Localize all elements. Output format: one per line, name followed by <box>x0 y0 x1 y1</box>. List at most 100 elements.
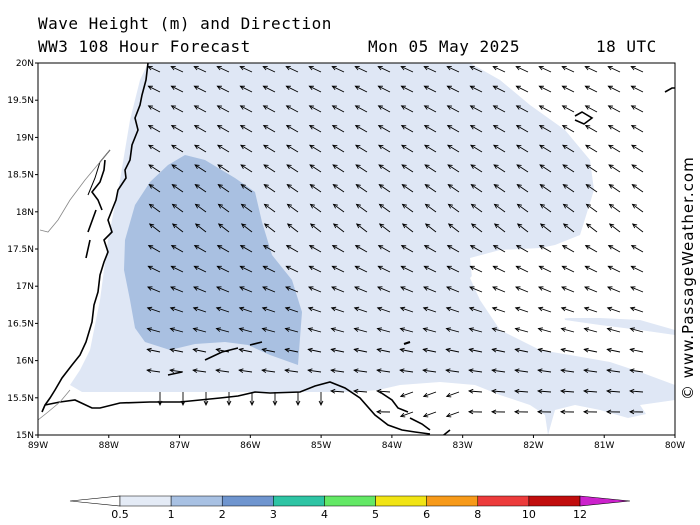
map-title: Wave Height (m) and Direction <box>38 14 332 33</box>
wave-arrow <box>331 286 345 293</box>
wave-arrow <box>559 409 575 415</box>
wave-arrow <box>401 203 414 213</box>
lon-tick-label: 88W <box>99 441 119 451</box>
wave-arrow <box>146 306 161 313</box>
wave-arrow <box>491 327 506 333</box>
wave-arrow <box>401 223 414 233</box>
wave-arrow <box>447 164 460 173</box>
wave-arrow <box>538 125 552 133</box>
wave-arrow <box>400 125 414 133</box>
wave-arrow <box>539 164 552 173</box>
wave-arrow <box>262 105 276 113</box>
wave-arrow <box>491 368 506 374</box>
colorbar-segment <box>324 495 376 507</box>
lat-tick-label: 17.5N <box>7 245 34 255</box>
wave-arrow <box>631 223 644 233</box>
wave-arrow <box>538 286 552 293</box>
wave-arrow <box>562 144 575 153</box>
wave-arrow <box>492 85 506 93</box>
wave-arrow <box>331 105 345 113</box>
wave-arrow <box>318 392 324 407</box>
wave-arrow <box>148 184 161 193</box>
wave-arrow <box>515 125 529 133</box>
wave-arrow <box>399 368 414 374</box>
wave-arrow <box>263 164 276 173</box>
wave-arrow <box>171 223 184 233</box>
wave-arrow <box>263 223 276 233</box>
wave-arrow <box>608 203 621 213</box>
wave-arrow <box>192 347 207 353</box>
wave-arrow <box>216 286 230 293</box>
wave-arrow <box>307 347 322 353</box>
wave-arrow <box>493 184 506 193</box>
wave-arrow <box>468 327 483 333</box>
wave-arrow <box>467 409 483 415</box>
wave-arrow <box>445 368 460 374</box>
wave-arrow <box>607 65 621 73</box>
wave-arrow <box>286 164 299 173</box>
wave-arrow <box>354 105 368 113</box>
wave-arrow <box>606 368 621 374</box>
wave-arrow <box>355 144 368 153</box>
wave-arrow <box>630 125 644 133</box>
wave-arrow <box>171 144 184 153</box>
lon-tick-label: 83W <box>452 441 472 451</box>
wave-arrow <box>516 203 529 213</box>
wave-arrow <box>606 327 621 333</box>
wave-arrow <box>307 306 322 313</box>
wave-arrow <box>216 245 230 253</box>
wave-arrow <box>192 368 207 374</box>
wave-arrow <box>147 105 161 113</box>
wave-arrow <box>468 368 483 374</box>
wave-arrow <box>631 164 644 173</box>
wave-arrow <box>285 245 299 253</box>
wave-arrow <box>516 164 529 173</box>
wave-arrow <box>331 125 345 133</box>
wave-arrow <box>193 65 207 73</box>
wave-arrow <box>607 125 621 133</box>
wave-arrow <box>423 125 437 133</box>
wave-arrow <box>468 347 483 353</box>
wave-arrow <box>354 265 368 273</box>
wave-arrow <box>193 125 207 133</box>
wave-arrow <box>561 286 575 293</box>
colorbar-segment <box>426 495 479 507</box>
wave-arrow <box>399 347 414 353</box>
wave-arrow <box>238 368 253 374</box>
wave-arrow <box>399 327 414 333</box>
wave-arrow <box>378 203 391 213</box>
wave-arrow <box>262 245 276 253</box>
wave-arrow <box>492 65 506 73</box>
wave-arrow <box>376 327 391 333</box>
wave-arrow <box>538 65 552 73</box>
wave-arrow <box>355 223 368 233</box>
wave-arrow <box>146 347 161 353</box>
colorbar-segment <box>273 495 325 507</box>
wave-arrow <box>515 265 529 273</box>
wave-arrow <box>376 368 391 374</box>
wave-arrow <box>629 347 644 353</box>
colorbar-segment <box>477 495 530 507</box>
wave-arrow <box>147 125 161 133</box>
wave-arrow <box>309 223 322 233</box>
colorbar-label: 4 <box>320 508 328 521</box>
lat-tick-label: 18N <box>16 208 34 218</box>
wave-arrow <box>470 164 483 173</box>
wave-arrow <box>400 245 414 253</box>
wave-arrow <box>330 347 345 353</box>
wave-arrow <box>376 388 391 394</box>
wave-arrow <box>400 105 414 113</box>
wave-arrow <box>490 409 506 415</box>
wave-arrow <box>605 409 621 415</box>
wave-arrow <box>332 184 345 193</box>
wave-arrow <box>537 388 552 394</box>
wave-arrow <box>353 388 368 394</box>
wave-arrow <box>286 223 299 233</box>
wave-arrow <box>445 347 460 353</box>
wave-arrow <box>539 184 552 193</box>
colorbar <box>69 495 631 507</box>
wave-arrow <box>422 327 437 333</box>
wave-arrow <box>468 306 483 313</box>
wave-arrow <box>238 327 253 333</box>
wave-arrow <box>516 184 529 193</box>
